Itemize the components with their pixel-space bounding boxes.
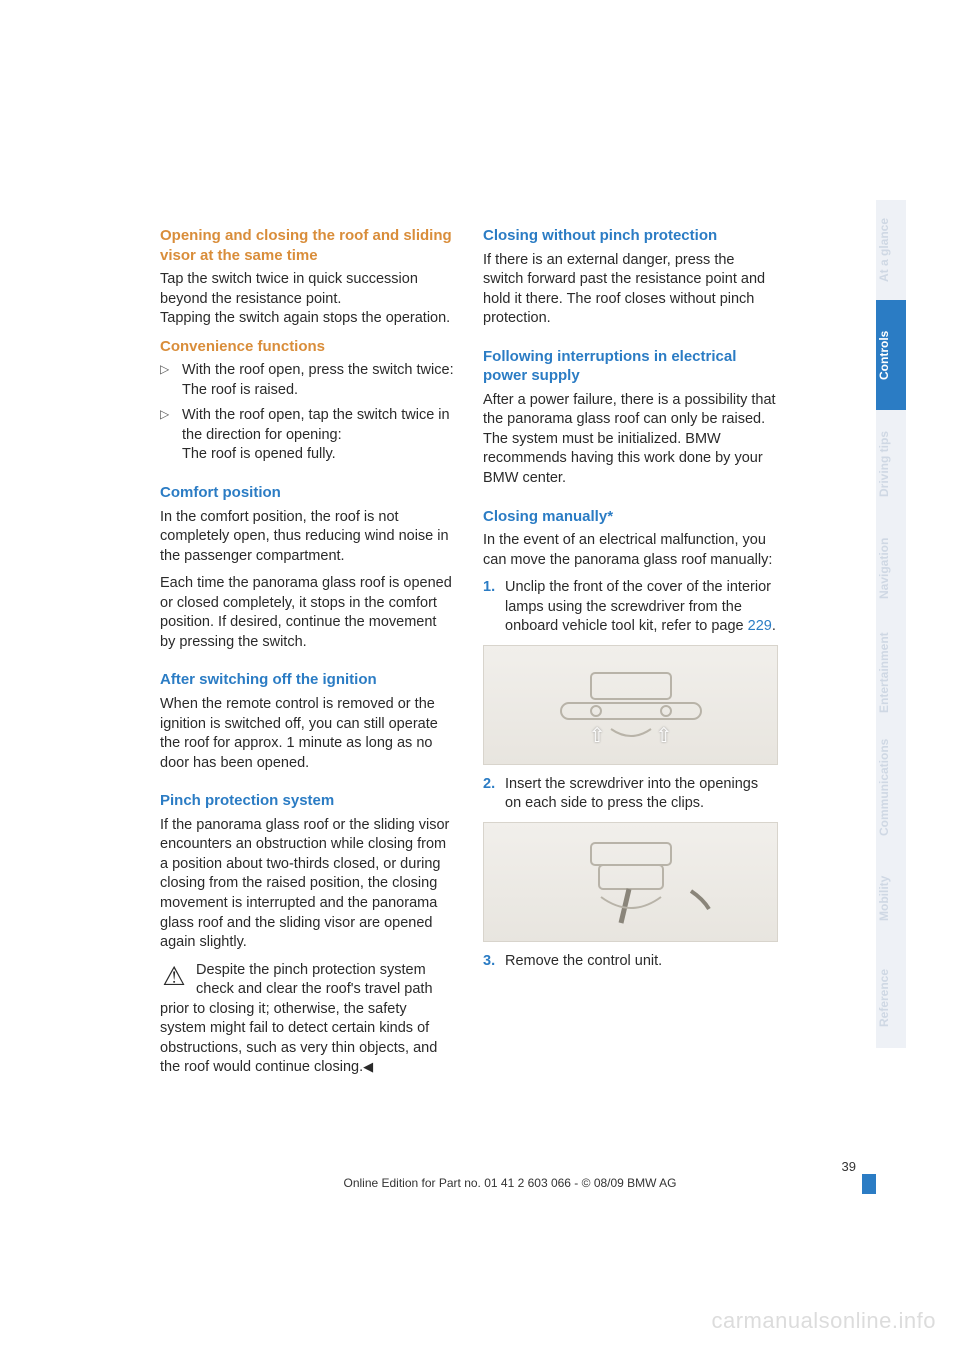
left-column: Opening and closing the roof and sliding… xyxy=(160,226,455,1086)
para-comfort2: Each time the panorama glass roof is ope… xyxy=(160,574,455,652)
list-item: With the roof open, press the switch twi… xyxy=(160,361,455,400)
side-tabs: At a glance Controls Driving tips Naviga… xyxy=(876,200,906,1048)
illustration-unclip-cover: ⇧⇧ xyxy=(483,645,778,765)
warning-icon: ⚠ xyxy=(160,963,188,991)
warning-text: Despite the pinch protection system chec… xyxy=(160,962,437,1076)
manual-steps-3: 3. Remove the control unit. xyxy=(483,952,778,972)
heading-following-interruptions: Following interruptions in electrical po… xyxy=(483,347,778,386)
tab-driving-tips[interactable]: Driving tips xyxy=(876,410,906,518)
para-open-close: Tap the switch twice in quick succession… xyxy=(160,270,455,329)
heading-convenience: Convenience functions xyxy=(160,337,455,357)
illustration-insert-screwdriver xyxy=(483,822,778,942)
illustration-placeholder xyxy=(484,823,777,941)
right-column: Closing without pinch protection If ther… xyxy=(483,226,778,1086)
end-marker-icon: ◀ xyxy=(363,1059,373,1074)
step1-text-b: . xyxy=(772,618,776,634)
tab-entertainment[interactable]: Entertainment xyxy=(876,618,906,728)
warning-block: ⚠ Despite the pinch protection system ch… xyxy=(160,961,455,1078)
heading-closing-wp: Closing without pinch protection xyxy=(483,226,778,246)
step1-text-a: Unclip the front of the cover of the int… xyxy=(505,579,771,634)
tab-navigation[interactable]: Navigation xyxy=(876,518,906,618)
step-number: 3. xyxy=(483,952,495,972)
convenience-list: With the roof open, press the switch twi… xyxy=(160,361,455,465)
heading-pinch: Pinch protection system xyxy=(160,791,455,811)
list-item: 1. Unclip the front of the cover of the … xyxy=(483,578,778,637)
page-number-bar xyxy=(862,1174,876,1194)
manual-steps: 1. Unclip the front of the cover of the … xyxy=(483,578,778,637)
list-item: 2. Insert the screwdriver into the openi… xyxy=(483,775,778,814)
tab-communications[interactable]: Communications xyxy=(876,728,906,848)
para-following-interruptions: After a power failure, there is a possib… xyxy=(483,391,778,489)
step-number: 2. xyxy=(483,775,495,795)
para-after-ignition: When the remote control is removed or th… xyxy=(160,695,455,773)
tab-at-a-glance[interactable]: At a glance xyxy=(876,200,906,300)
page-number: 39 xyxy=(842,1158,856,1176)
step2-text: Insert the screwdriver into the openings… xyxy=(505,776,758,812)
step-number: 1. xyxy=(483,578,495,598)
step3-text: Remove the control unit. xyxy=(505,953,662,969)
manual-steps-2: 2. Insert the screwdriver into the openi… xyxy=(483,775,778,814)
heading-open-close: Opening and closing the roof and sliding… xyxy=(160,226,455,265)
para-closing-wp: If there is an external danger, press th… xyxy=(483,251,778,329)
para-closing-manually: In the event of an electrical malfunctio… xyxy=(483,531,778,570)
para-pinch: If the panorama glass roof or the slidin… xyxy=(160,816,455,953)
footer-line: Online Edition for Part no. 01 41 2 603 … xyxy=(160,1175,860,1191)
tab-controls[interactable]: Controls xyxy=(876,300,906,410)
page-link-229[interactable]: 229 xyxy=(748,618,772,634)
heading-after-ignition: After switching off the ignition xyxy=(160,670,455,690)
illustration-arrows: ⇧⇧ xyxy=(589,723,673,750)
heading-closing-manually: Closing manually* xyxy=(483,507,778,527)
para-comfort1: In the comfort position, the roof is not… xyxy=(160,508,455,567)
list-item: 3. Remove the control unit. xyxy=(483,952,778,972)
tab-mobility[interactable]: Mobility xyxy=(876,848,906,948)
list-item: With the roof open, tap the switch twice… xyxy=(160,406,455,465)
watermark: carmanualsonline.info xyxy=(711,1306,936,1336)
tab-reference[interactable]: Reference xyxy=(876,948,906,1048)
heading-comfort: Comfort position xyxy=(160,483,455,503)
